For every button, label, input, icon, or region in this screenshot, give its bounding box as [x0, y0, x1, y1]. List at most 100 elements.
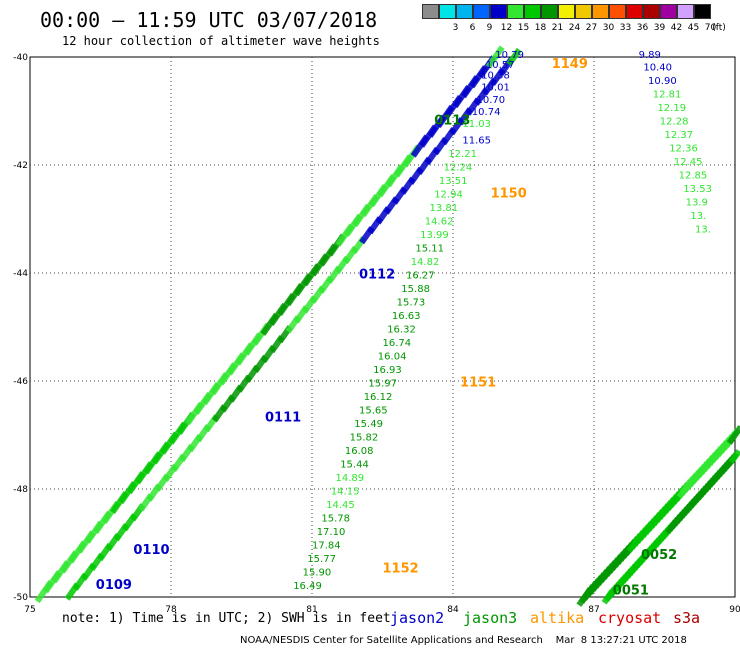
lat-tick-label: -44 [13, 269, 28, 279]
swh-value-label: 14.89 [336, 473, 365, 484]
lon-tick-label: 90 [729, 605, 740, 615]
swh-value-label: 10.40 [643, 63, 672, 74]
swh-value-label: 15.90 [303, 567, 332, 578]
swh-value-label: 10.90 [648, 76, 677, 87]
swh-value-label: 13. [695, 225, 711, 236]
legend-bin-label: 18 [534, 23, 547, 33]
swh-value-label: 12.37 [665, 130, 694, 141]
lon-tick-label: 84 [447, 605, 459, 615]
lat-tick-label: -50 [13, 593, 28, 603]
pass-labels: 0110 0109 0111 0112 0113 1149 1150 1151 1152 0052… [96, 57, 677, 598]
swh-value-label: 10.79 [495, 50, 524, 61]
legend-altika: altika [530, 609, 585, 627]
lon-tick-label: 78 [165, 605, 177, 615]
swh-value-label: 17.84 [312, 540, 341, 551]
legend-swatch [626, 4, 643, 19]
swh-value-label: 15.44 [340, 459, 369, 470]
grid-lines [30, 57, 735, 597]
legend-bin-label: 21 [551, 23, 564, 33]
pass-number-label: 1149 [552, 57, 588, 72]
swh-value-label: 13.99 [420, 230, 449, 241]
pass-number-label: 0113 [434, 114, 470, 129]
legend-swatch [660, 4, 677, 19]
pass-number-label: 0052 [641, 548, 677, 563]
pass-number-label: 0112 [359, 267, 395, 282]
swh-value-label: 11.03 [462, 119, 491, 130]
lat-tick-label: -40 [13, 53, 28, 63]
swh-value-label: 14.15 [331, 486, 360, 497]
swh-value-label: 12.36 [669, 144, 698, 155]
swh-value-label: 14.82 [411, 257, 440, 268]
legend-bin-label: 15 [517, 23, 530, 33]
legend-s3a: s3a [673, 609, 701, 627]
legend-swatch [439, 4, 456, 19]
swh-value-label: 16.63 [392, 311, 421, 322]
legend-swatch [575, 4, 592, 19]
swh-value-label: 16.93 [373, 365, 402, 376]
legend-bin-label: 36 [636, 23, 649, 33]
legend-cryosat: cryosat [598, 609, 662, 627]
lat-tick-label: -48 [13, 485, 28, 495]
legend-swatch [524, 4, 541, 19]
note-text: note: 1) Time is in UTC; 2) SWH is in fe… [62, 611, 391, 626]
swh-value-label: 12.85 [679, 171, 708, 182]
legend-swatch [456, 4, 473, 19]
swh-value-label: 16.27 [406, 270, 435, 281]
swh-value-label: 15.78 [321, 513, 350, 524]
pass-number-label: 1150 [491, 186, 527, 201]
pass-number-label: 0109 [96, 578, 132, 593]
legend-bin-label: 27 [585, 23, 598, 33]
swh-value-label: 16.49 [293, 581, 322, 592]
legend-swatch [541, 4, 558, 19]
swh-value-label: 13. [690, 211, 706, 222]
legend-bin-label: 30 [602, 23, 615, 33]
legend-jason2: jason2 [390, 609, 445, 627]
legend-bin-label: 3 [452, 23, 459, 33]
page-title: 00:00 — 11:59 UTC 03/07/2018 [40, 8, 378, 32]
swh-value-label: 12.94 [434, 189, 463, 200]
swh-value-label: 15.88 [401, 284, 430, 295]
swh-value-label: 15.11 [415, 243, 444, 254]
legend-bin-label: 9 [486, 23, 493, 33]
pass-number-label: 0051 [613, 583, 649, 598]
legend-swatch [507, 4, 524, 19]
page-subtitle: 12 hour collection of altimeter wave hei… [62, 34, 380, 48]
track-segment [485, 45, 505, 69]
legend-bin-label: 6 [469, 23, 476, 33]
legend-unit: (ft) [712, 23, 726, 33]
swh-value-label: 17.10 [317, 527, 346, 538]
swh-value-label: 15.97 [368, 378, 397, 389]
lon-tick-label: 81 [306, 605, 317, 615]
footer-credit: NOAA/NESDIS Center for Satellite Applica… [240, 635, 687, 646]
swh-value-label: 16.04 [378, 351, 407, 362]
legend-bin-label: 70 [704, 23, 717, 33]
swh-value-label: 15.49 [354, 419, 383, 430]
legend-jason3: jason3 [463, 609, 518, 627]
legend-swatch [643, 4, 660, 19]
pass-number-label: 1152 [383, 562, 419, 577]
legend-bin-label: 45 [687, 23, 700, 33]
swh-value-label: 10.01 [481, 82, 510, 93]
satellite-tracks [34, 45, 740, 607]
swh-value-label: 13.9 [686, 198, 708, 209]
swh-value-label: 16.12 [364, 392, 393, 403]
swh-value-label: 13.53 [683, 184, 712, 195]
swh-value-label: 10.70 [477, 95, 506, 106]
legend-bin-label: 42 [670, 23, 683, 33]
swh-value-label: 15.65 [359, 405, 388, 416]
legend-swatch [422, 4, 439, 19]
swh-value-label: 13.81 [430, 203, 459, 214]
lon-tick-label: 87 [588, 605, 599, 615]
swh-value-label: 10.74 [472, 107, 501, 118]
track-segment [728, 449, 740, 465]
swh-value-label: 16.74 [383, 338, 412, 349]
swh-value-label: 11.65 [462, 135, 491, 146]
track-segment [726, 425, 740, 445]
lat-tick-label: -42 [13, 161, 28, 171]
swh-value-label: 10.38 [481, 71, 510, 82]
swh-value-label: 16.32 [387, 324, 416, 335]
pass-number-label: 0110 [133, 543, 169, 558]
legend-bin-label: 33 [619, 23, 632, 33]
